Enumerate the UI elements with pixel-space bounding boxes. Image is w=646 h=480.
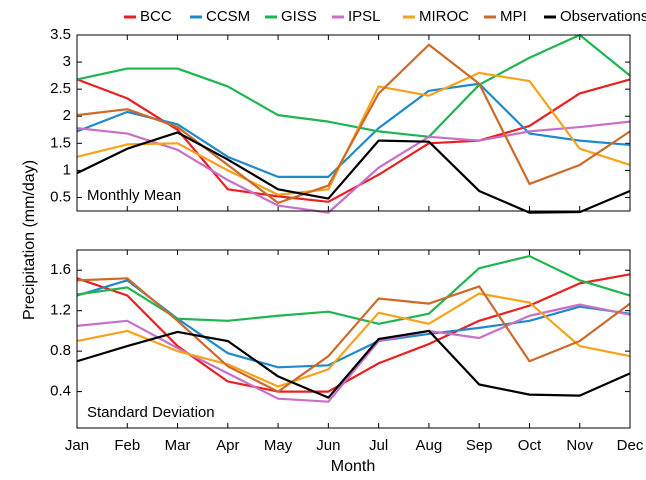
y-tick-label: 0.5 [50,188,71,205]
series-line [76,303,631,403]
y-tick-label: 3 [63,53,71,70]
y-tick-label: 2.5 [50,80,71,97]
series-line [76,33,631,138]
x-tick-label: Feb [114,437,140,454]
legend-label: MIROC [419,8,469,25]
legend-label: CCSM [206,8,250,25]
y-axis-label: Precipitation (mm/day) [21,160,38,320]
legend-label: Observations [560,8,646,25]
x-tick-label: Jul [369,437,388,454]
x-tick-label: Oct [518,437,542,454]
y-tick-label: 1 [63,161,71,178]
x-tick-label: Jun [316,437,340,454]
x-tick-label: May [264,437,293,454]
series-line [76,254,631,325]
legend-label: GISS [281,8,317,25]
y-tick-label: 1.5 [50,134,71,151]
x-tick-label: Mar [165,437,191,454]
x-tick-label: Sep [466,437,493,454]
y-tick-label: 1.2 [50,302,71,319]
x-axis-label: Month [331,458,375,475]
y-tick-label: 0.4 [50,383,71,400]
series-line [76,292,631,388]
panel-annotation: Monthly Mean [87,187,181,204]
series-line [76,131,631,214]
series-line [76,273,631,393]
series-line [76,277,631,393]
y-tick-label: 0.8 [50,342,71,359]
series-line [76,82,631,178]
x-tick-label: Aug [416,437,443,454]
y-tick-label: 3.5 [50,26,71,43]
series-line [76,329,631,399]
y-tick-label: 2 [63,107,71,124]
x-tick-label: Apr [216,437,239,454]
x-tick-label: Dec [617,437,644,454]
x-tick-label: Jan [65,437,89,454]
legend-label: MPI [500,8,527,25]
plot-frame [76,34,631,212]
legend-label: BCC [140,8,172,25]
series-line [76,43,631,204]
series-line [76,120,631,214]
y-tick-label: 1.6 [50,261,71,278]
panel-annotation: Standard Deviation [87,404,215,421]
plot-frame [76,249,631,429]
legend-label: IPSL [348,8,381,25]
x-tick-label: Nov [566,437,593,454]
